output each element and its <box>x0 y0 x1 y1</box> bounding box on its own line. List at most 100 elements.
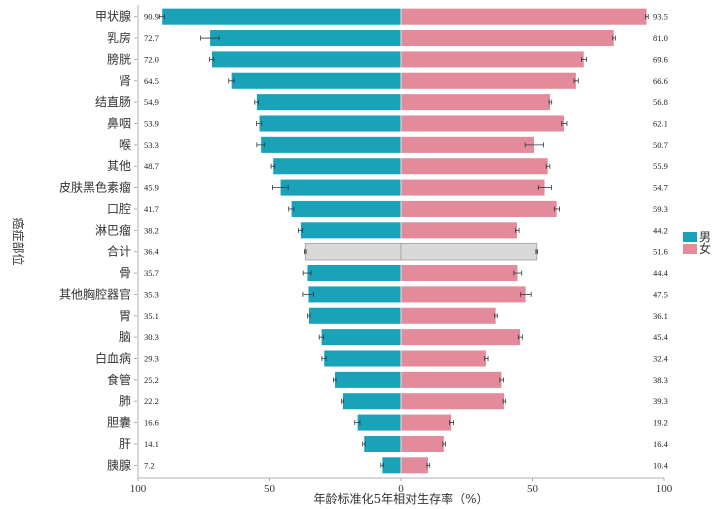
error-bar-female <box>448 420 455 426</box>
bar-male <box>300 221 402 239</box>
male-value-label: 7.2 <box>144 460 155 470</box>
category-label: 乳房 <box>107 30 131 45</box>
male-value-label: 53.3 <box>144 140 159 150</box>
error-bar-female <box>426 462 431 468</box>
category-label: 肾 <box>119 74 131 88</box>
error-bar-male <box>321 356 327 361</box>
x-tick-label: 50 <box>264 483 276 495</box>
bar-male <box>308 307 402 325</box>
category-label: 其他胸腔器官 <box>59 286 131 301</box>
error-bar-male <box>256 121 263 126</box>
bar-male <box>323 349 402 368</box>
female-value-label: 62.1 <box>653 119 668 129</box>
bar-male <box>211 50 402 69</box>
male-value-label: 48.7 <box>144 161 159 171</box>
female-value-label: 59.3 <box>653 204 668 214</box>
error-bar-male <box>306 313 311 319</box>
bar-female <box>400 72 577 90</box>
error-bar-male <box>270 163 276 169</box>
error-bar-female <box>442 441 446 447</box>
x-axis-title: 年龄标准化5年相对生存率（%） <box>313 491 488 506</box>
male-value-label: 54.9 <box>144 97 159 107</box>
female-value-label: 39.3 <box>653 396 668 406</box>
bar-male <box>260 136 402 154</box>
bar-male <box>321 328 402 346</box>
error-bar-male <box>380 462 384 468</box>
category-label: 其他 <box>107 159 131 173</box>
category-label: 鼻咽 <box>107 116 131 131</box>
bar-male <box>258 114 402 133</box>
category-label: 胆囊 <box>107 415 131 430</box>
bar-female <box>400 349 487 368</box>
error-bar-male <box>302 270 312 276</box>
error-bar-female <box>535 249 538 255</box>
bar-male <box>334 371 402 389</box>
category-label: 结直肠 <box>95 95 131 109</box>
male-value-label: 35.1 <box>144 311 159 321</box>
error-bar-female <box>499 377 504 383</box>
female-value-label: 54.7 <box>653 183 668 193</box>
error-bar-female <box>561 121 568 126</box>
category-label: 食管 <box>107 372 131 387</box>
female-value-label: 81.0 <box>653 33 668 43</box>
female-value-label: 10.4 <box>653 460 669 470</box>
bar-male <box>306 264 402 282</box>
error-bar-female <box>581 56 588 62</box>
error-bar-male <box>228 78 235 84</box>
male-value-label: 53.9 <box>144 119 159 129</box>
category-label: 甲状腺 <box>95 10 131 24</box>
male-value-label: 30.3 <box>144 332 159 342</box>
legend-swatch-female <box>683 244 697 254</box>
bar-female <box>400 8 648 26</box>
bar-male <box>209 29 402 47</box>
category-label: 胃 <box>119 309 131 323</box>
male-value-label: 45.9 <box>144 183 159 193</box>
error-bar-female <box>537 185 552 191</box>
x-axis: 100 50 0 50 100 <box>130 477 673 495</box>
error-bar-female <box>545 163 551 169</box>
error-bars-layer <box>158 14 649 468</box>
category-label: 肺 <box>119 394 131 408</box>
category-label: 白血病 <box>95 351 131 366</box>
error-bar-male <box>341 398 345 404</box>
bar-male <box>161 8 402 26</box>
male-value-label: 25.2 <box>144 375 159 385</box>
error-bar-male <box>302 291 314 297</box>
category-label: 肝 <box>119 437 131 451</box>
category-label: 淋巴瘤 <box>95 222 131 237</box>
bar-female <box>400 371 503 389</box>
female-value-label: 44.2 <box>653 225 668 235</box>
bar-female <box>400 392 505 410</box>
bar-male <box>357 413 402 432</box>
female-value-label: 45.4 <box>653 332 669 342</box>
legend-label-female: 女 <box>699 241 711 256</box>
bar-female <box>400 413 452 432</box>
male-value-label: 29.3 <box>144 354 159 364</box>
category-label: 皮肤黑色素瘤 <box>59 180 131 195</box>
error-bar-male <box>256 142 266 148</box>
bar-female <box>400 29 615 47</box>
error-bar-female <box>494 313 498 319</box>
legend-label-male: 男 <box>699 230 711 244</box>
error-bar-female <box>502 398 507 404</box>
female-value-label: 47.5 <box>653 289 668 299</box>
legend-swatch-male <box>683 232 697 242</box>
female-value-label: 50.7 <box>653 140 668 150</box>
female-value-label: 69.6 <box>653 54 668 64</box>
x-tick-label: 100 <box>130 483 147 495</box>
bar-female <box>400 136 535 154</box>
error-bar-male <box>158 14 165 20</box>
bar-female <box>400 200 558 218</box>
male-value-label: 64.5 <box>144 76 159 86</box>
error-bar-female <box>524 142 544 148</box>
bar-female <box>400 307 497 325</box>
bar-male <box>279 178 402 197</box>
male-value-label: 14.1 <box>144 439 159 449</box>
bar-male <box>304 242 402 261</box>
female-value-label: 56.8 <box>653 97 668 107</box>
female-value-label: 36.1 <box>653 311 668 321</box>
bar-male <box>272 157 402 175</box>
error-bar-female <box>573 78 579 84</box>
male-value-label: 72.7 <box>144 33 159 43</box>
